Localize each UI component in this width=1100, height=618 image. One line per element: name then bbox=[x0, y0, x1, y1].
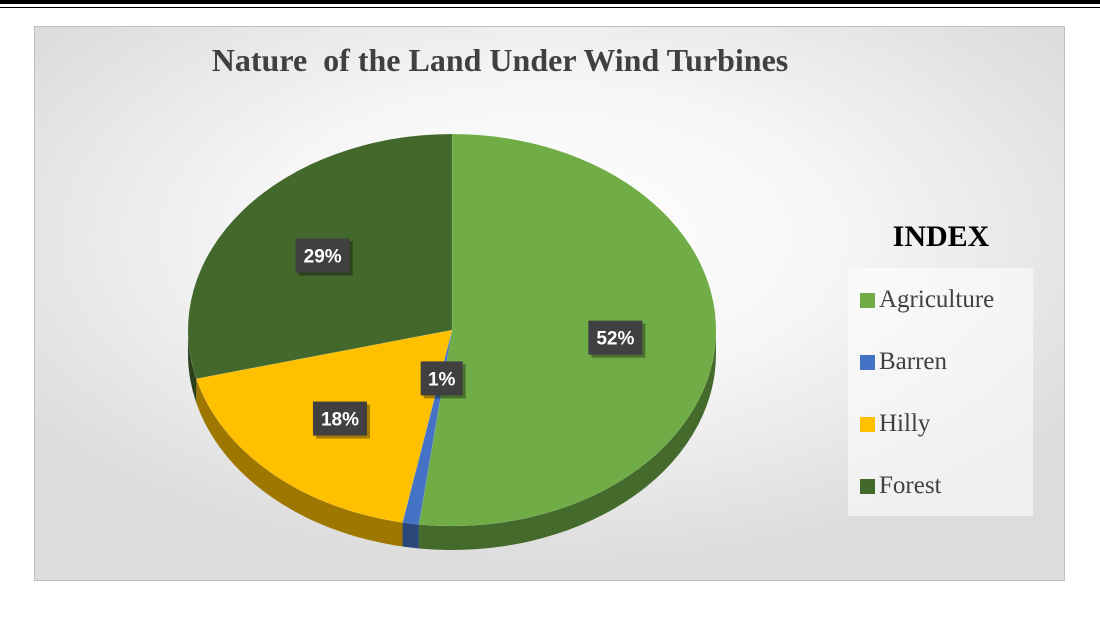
data-label-hilly: 18% bbox=[312, 401, 370, 439]
chart-title: Nature of the Land Under Wind Turbines bbox=[211, 42, 789, 78]
pie-side-agriculture bbox=[418, 330, 716, 550]
pie-side-barren bbox=[402, 522, 419, 549]
top-rule-thin bbox=[0, 7, 1100, 8]
legend-swatch-barren bbox=[860, 354, 875, 370]
legend-item-hilly[interactable]: Hilly bbox=[860, 409, 930, 439]
pie-slice-agriculture[interactable] bbox=[418, 133, 717, 527]
legend-label-hilly: Hilly bbox=[879, 410, 931, 437]
legend-swatch-agriculture bbox=[860, 292, 875, 308]
legend-label-forest: Forest bbox=[879, 472, 942, 499]
legend-item-forest[interactable]: Forest bbox=[860, 471, 942, 501]
data-label-barren: 1% bbox=[420, 361, 466, 399]
svg-text:29%: 29% bbox=[304, 247, 342, 268]
pie-side-hilly bbox=[196, 378, 403, 547]
legend-label-barren: Barren bbox=[879, 348, 948, 375]
legend-title: INDEX bbox=[892, 220, 990, 253]
data-label-agriculture: 52% bbox=[588, 320, 646, 358]
pie-data-labels: 52% 1% 18% 29% bbox=[295, 238, 646, 439]
data-label-forest: 29% bbox=[295, 238, 353, 276]
top-rule bbox=[0, 0, 1100, 4]
legend bbox=[848, 268, 1033, 516]
legend-item-agriculture[interactable]: Agriculture bbox=[860, 285, 994, 315]
legend-label-agriculture: Agriculture bbox=[879, 286, 995, 313]
svg-text:52%: 52% bbox=[596, 329, 634, 350]
legend-swatch-forest bbox=[860, 478, 875, 494]
legend-item-barren[interactable]: Barren bbox=[860, 347, 947, 377]
pie-side-forest bbox=[188, 330, 197, 403]
pie-side-walls bbox=[188, 330, 716, 550]
legend-swatch-hilly bbox=[860, 416, 875, 432]
svg-text:1%: 1% bbox=[428, 369, 456, 390]
svg-text:18%: 18% bbox=[321, 410, 359, 431]
